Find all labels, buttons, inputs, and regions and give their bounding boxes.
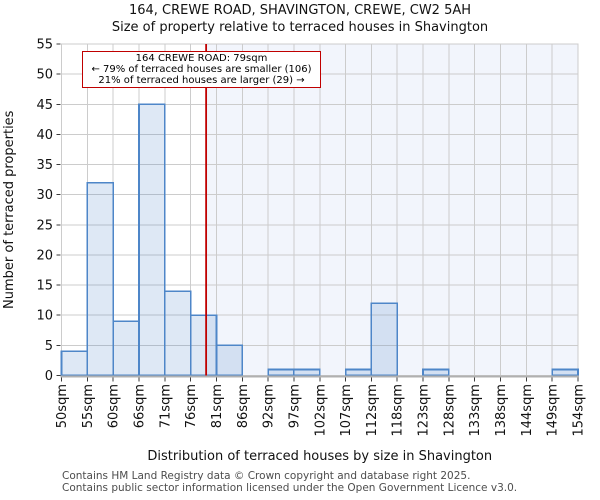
chart-title: 164, CREWE ROAD, SHAVINGTON, CREWE, CW2 … bbox=[128, 3, 472, 18]
y-tick-label: 55 bbox=[36, 38, 53, 53]
y-tick-label: 5 bbox=[45, 339, 53, 354]
x-tick-label: 86sqm bbox=[236, 384, 251, 428]
x-tick-label: 55sqm bbox=[81, 384, 96, 428]
marker-annotation-box: 164 CREWE ROAD: 79sqm ← 79% of terraced … bbox=[82, 51, 321, 88]
y-tick-label: 20 bbox=[36, 248, 53, 263]
histogram-bar bbox=[370, 302, 399, 377]
x-tick-label: 97sqm bbox=[287, 384, 302, 428]
x-tick-label: 154sqm bbox=[572, 384, 587, 437]
histogram-bar bbox=[551, 368, 579, 377]
histogram-bar bbox=[138, 103, 166, 377]
x-tick-label: 118sqm bbox=[391, 384, 406, 437]
license-footer: Contains HM Land Registry data © Crown c… bbox=[62, 470, 518, 494]
x-tick-label: 149sqm bbox=[546, 384, 561, 437]
x-tick-label: 71sqm bbox=[158, 384, 173, 428]
y-tick-label: 35 bbox=[36, 158, 53, 173]
histogram-bar bbox=[189, 314, 218, 377]
histogram-bar bbox=[267, 368, 295, 377]
annotation-property-label: 164 CREWE ROAD: 79sqm bbox=[135, 53, 268, 64]
histogram-bar bbox=[60, 350, 89, 377]
x-tick-label: 138sqm bbox=[494, 384, 509, 437]
annotation-larger-stat: 21% of terraced houses are larger (29) → bbox=[98, 75, 305, 87]
plot-area: 50sqm 55sqm 60sqm 66sqm 71sqm 76sqm 81sqm 86sqm… bbox=[2, 38, 587, 465]
y-tick-label: 45 bbox=[36, 98, 53, 113]
x-tick-label: 123sqm bbox=[417, 384, 432, 437]
y-tick-label: 15 bbox=[36, 279, 53, 294]
histogram-bar bbox=[422, 368, 450, 377]
annotation-smaller-stat: ← 79% of terraced houses are smaller (10… bbox=[91, 64, 312, 76]
x-axis-line bbox=[60, 375, 579, 378]
x-tick-label: 81sqm bbox=[210, 384, 225, 428]
x-tick-label: 128sqm bbox=[442, 384, 457, 437]
x-tick-label: 66sqm bbox=[132, 384, 147, 428]
y-tick-label: 40 bbox=[36, 128, 53, 143]
histogram-bar bbox=[215, 344, 244, 377]
y-tick-label: 0 bbox=[45, 369, 53, 384]
x-axis-label: Distribution of terraced houses by size … bbox=[147, 449, 492, 464]
y-axis-label: Number of terraced properties bbox=[2, 110, 17, 309]
histogram-bar bbox=[86, 181, 114, 377]
y-tick-label: 25 bbox=[36, 218, 53, 233]
x-tick-label: 92sqm bbox=[262, 384, 277, 428]
x-tick-label: 60sqm bbox=[107, 384, 122, 428]
y-tick-label: 50 bbox=[36, 68, 53, 83]
y-tick-label: 10 bbox=[36, 309, 53, 324]
x-tick-label: 102sqm bbox=[313, 384, 328, 437]
footer-open-government-licence: Contains public sector information licen… bbox=[62, 481, 518, 494]
chart-subtitle: Size of property relative to terraced ho… bbox=[111, 20, 489, 35]
x-tick-label: 112sqm bbox=[365, 384, 380, 437]
histogram-bar bbox=[293, 368, 321, 377]
x-tick-label: 133sqm bbox=[468, 384, 483, 437]
histogram-bar bbox=[344, 368, 373, 377]
x-tick-label: 107sqm bbox=[339, 384, 354, 437]
footer-hm-land-registry: Contains HM Land Registry data © Crown c… bbox=[62, 470, 471, 482]
x-tick-label: 76sqm bbox=[184, 384, 199, 428]
y-tick-label: 30 bbox=[36, 188, 53, 203]
histogram-bar bbox=[112, 320, 140, 377]
x-tick-label: 50sqm bbox=[55, 384, 70, 428]
histogram-bar bbox=[164, 290, 192, 377]
x-tick-label: 144sqm bbox=[520, 384, 535, 437]
